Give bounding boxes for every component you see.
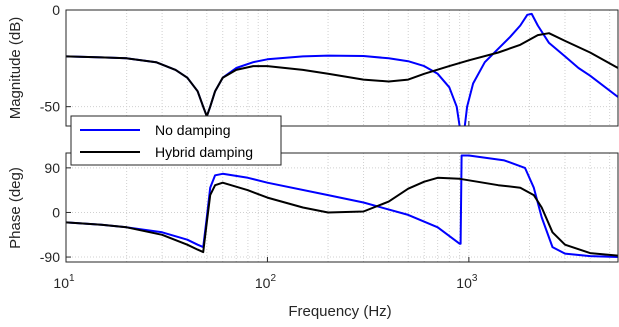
magnitude-y-label: Magnitude (dB) — [7, 17, 24, 120]
magnitude-y-ticks: 0 -50 — [40, 2, 71, 115]
phase-y-tick-label: -90 — [40, 249, 60, 265]
x-tick-label: 102 — [255, 273, 277, 291]
magnitude-grid — [66, 10, 618, 126]
magnitude-series-hybrid-damping — [66, 32, 618, 118]
magnitude-frame — [65, 9, 619, 127]
phase-grid — [66, 153, 618, 262]
phase-y-tick-label: 90 — [44, 160, 60, 176]
x-axis-label: Frequency (Hz) — [288, 303, 391, 320]
x-tick-label: 103 — [456, 273, 478, 291]
phase-y-ticks: 90 0 -90 — [40, 160, 71, 265]
magnitude-panel: 0 -50 Magnitude (dB) — [7, 2, 619, 127]
legend-box — [70, 115, 282, 166]
phase-y-label: Phase (deg) — [7, 167, 24, 249]
phase-series — [66, 154, 618, 258]
phase-x-ticks: 101 102 103 — [53, 121, 478, 291]
legend-label-no-damping: No damping — [155, 122, 231, 138]
magnitude-y-tick-label: -50 — [40, 99, 60, 115]
x-tick-label: 101 — [53, 273, 75, 291]
phase-frame — [65, 152, 619, 263]
phase-y-tick-label: 0 — [52, 204, 60, 220]
phase-panel: 90 0 -90 101 102 103 Phase (deg) Frequency (… — [7, 121, 619, 320]
magnitude-plot-area — [66, 10, 618, 126]
phase-plot-area — [66, 153, 618, 262]
magnitude-y-tick-label: 0 — [52, 2, 60, 18]
magnitude-series — [66, 12, 618, 126]
legend-label-hybrid-damping: Hybrid damping — [155, 144, 253, 160]
legend: No damping Hybrid damping — [70, 115, 282, 166]
phase-series-hybrid-damping — [66, 176, 618, 257]
